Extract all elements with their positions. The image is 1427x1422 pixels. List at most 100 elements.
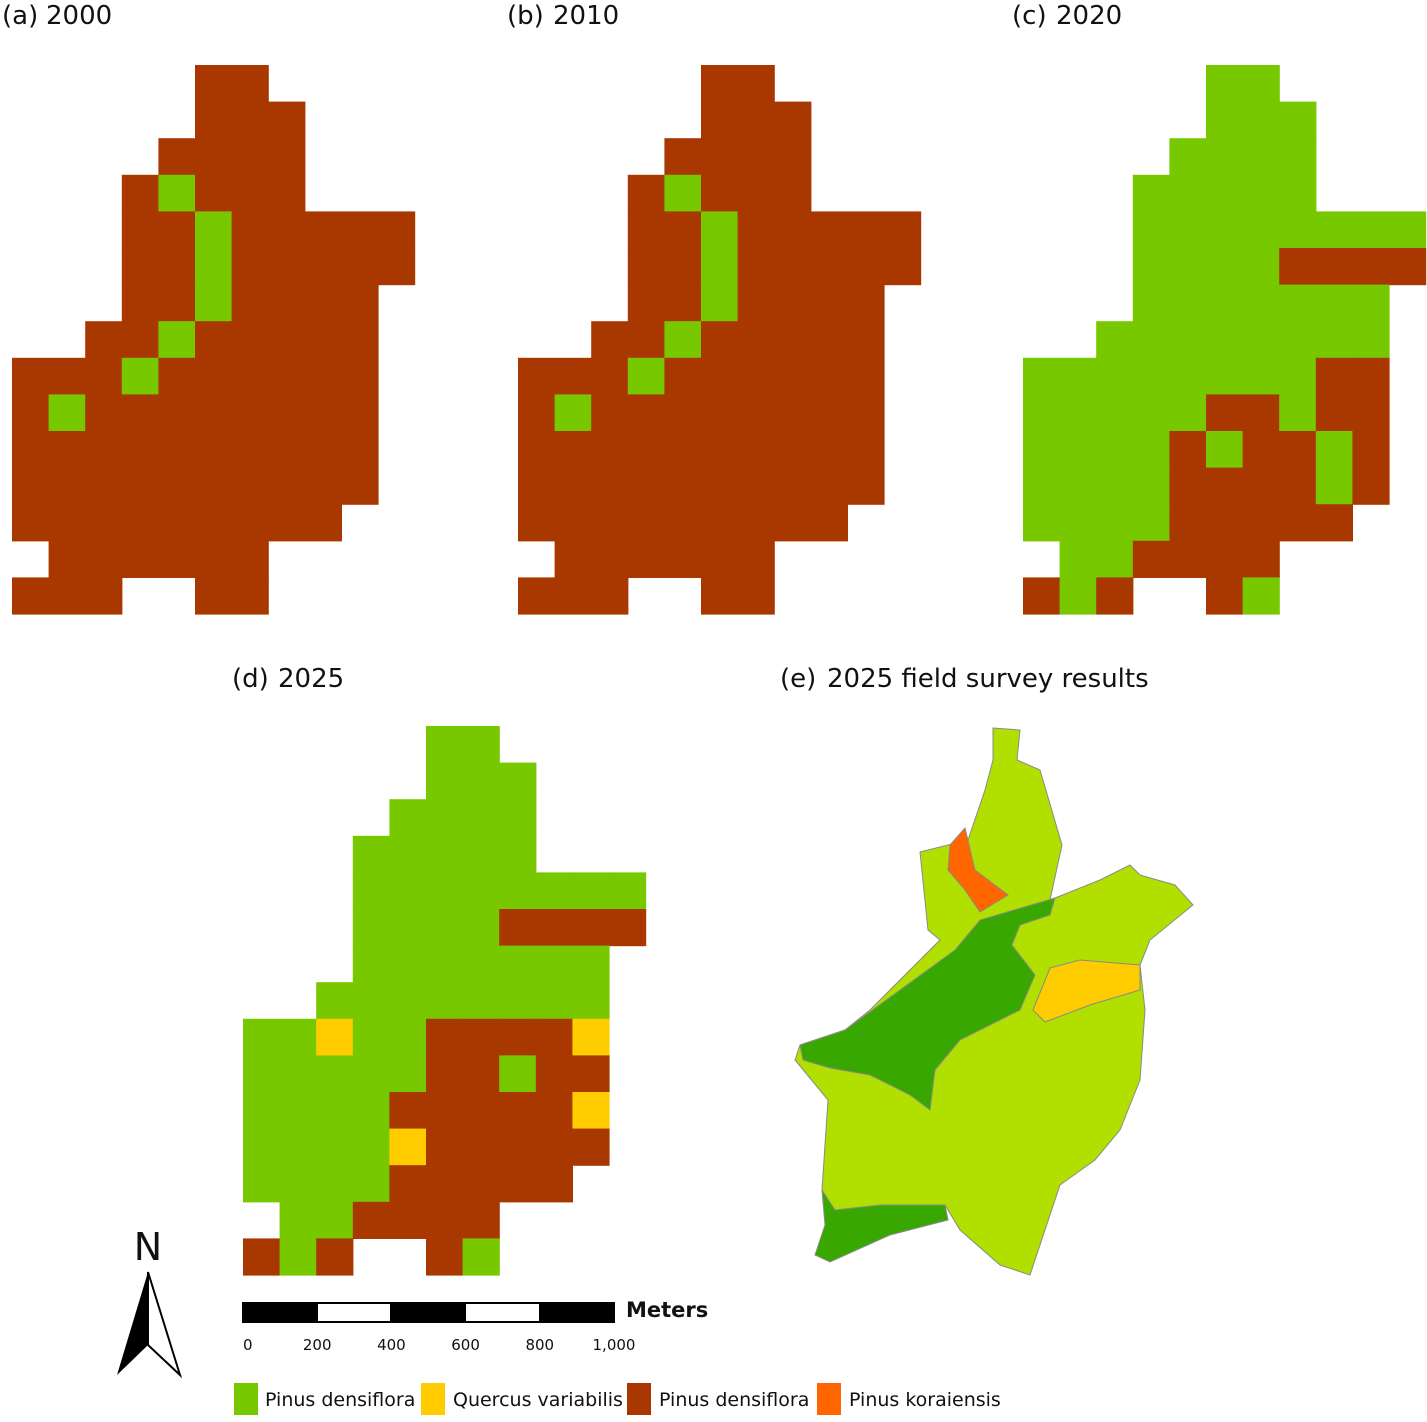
raster-cell [158,174,196,212]
raster-cell [1023,357,1061,395]
raster-cell [627,248,665,286]
raster-cell [810,394,848,432]
field-polygon [799,897,1056,1111]
raster-cell [1132,211,1170,249]
raster-cell [85,467,123,505]
raster-cell [389,835,427,873]
raster-cell [268,174,306,212]
raster-cell [554,431,592,469]
raster-cell [268,431,306,469]
raster-cell [48,357,86,395]
raster-maps [12,65,1427,1276]
raster-cell [85,321,123,359]
raster-cell [664,138,702,176]
raster-cell [701,577,739,615]
scale-segment [242,1302,318,1323]
raster-cell [426,945,464,983]
raster-cell [1206,431,1244,469]
raster-cell [341,357,379,395]
raster-cell [1169,540,1207,578]
raster-cell [243,1165,281,1203]
raster-cell [12,504,50,542]
raster-cell [1206,284,1244,322]
raster-cell [1096,577,1134,615]
scale-label: 800 [525,1336,554,1354]
raster-cell [121,540,159,578]
raster-cell [1096,467,1134,505]
raster-cell [389,1055,427,1093]
raster-cell [316,982,354,1020]
raster-cell [243,1018,281,1056]
raster-cell [1132,284,1170,322]
raster-cell [1352,321,1390,359]
legend-label: Quercus variabilis [453,1389,623,1411]
raster-cell [774,248,812,286]
raster-cell [352,1128,390,1166]
raster-cell [1242,284,1280,322]
raster-cell [1206,394,1244,432]
raster-cell [701,467,739,505]
raster-cell [499,1092,537,1130]
raster-cell [389,982,427,1020]
raster-cell [1132,357,1170,395]
raster-cell [85,431,123,469]
raster-cell [627,431,665,469]
raster-cell [389,1165,427,1203]
raster-cell [737,321,775,359]
scale-label: 400 [377,1336,406,1354]
panel-title: 2010 [553,1,619,31]
raster-cell [195,138,233,176]
raster-cell [1279,467,1317,505]
raster-cell [535,1165,573,1203]
raster-cell [195,431,233,469]
raster-cell [499,762,537,800]
raster-cell [1132,431,1170,469]
raster-cell [352,835,390,873]
raster-cell [609,909,647,947]
raster-cell [847,284,885,322]
raster-cell [426,762,464,800]
scale-segment [539,1302,615,1323]
raster-cell [352,982,390,1020]
raster-cell [316,1092,354,1130]
raster-cell [701,357,739,395]
raster-cell [1169,138,1207,176]
raster-cell [1169,357,1207,395]
raster-cell [341,431,379,469]
raster-cell [389,1201,427,1239]
raster-cell [304,284,342,322]
raster-cell [737,394,775,432]
raster-cell [12,394,50,432]
raster-cell [774,467,812,505]
raster-cell [231,504,269,542]
raster-cell [231,248,269,286]
raster-cell [1242,357,1280,395]
raster-cell [1315,504,1353,542]
raster-cell [627,211,665,249]
raster-cell [1315,394,1353,432]
scale-segment [390,1302,466,1323]
raster-cell [737,467,775,505]
raster-cell [701,321,739,359]
raster-cell [121,467,159,505]
raster-cell [1315,211,1353,249]
raster-cell [121,394,159,432]
raster-cell [1206,467,1244,505]
raster-cell [341,321,379,359]
raster-cell [121,321,159,359]
raster-cell [591,467,629,505]
raster-cell [1242,394,1280,432]
raster-cell [316,1165,354,1203]
raster-cell [304,431,342,469]
raster-cell [12,431,50,469]
raster-cell [1279,357,1317,395]
raster-cell [1059,357,1097,395]
raster-cell [1242,101,1280,139]
raster-cell [389,1128,427,1166]
raster-cell [85,394,123,432]
raster-cell [737,101,775,139]
raster-cell [1389,248,1427,286]
raster-cell [462,982,500,1020]
raster-cell [243,1238,281,1276]
raster-cell [462,835,500,873]
